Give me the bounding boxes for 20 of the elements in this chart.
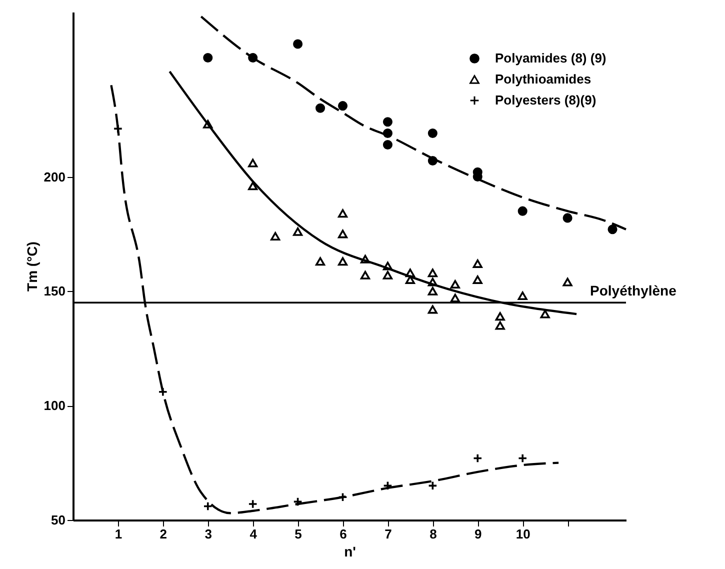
x-tick-label: 1 (114, 526, 122, 542)
y-axis-title: Tm (°C) (24, 242, 40, 292)
x-tick-label: 10 (516, 526, 530, 542)
x-axis-title: n' (344, 544, 356, 560)
y-tick-label: 150 (44, 284, 66, 299)
y-tick-label: 100 (44, 398, 66, 414)
x-tick-label: 6 (340, 526, 347, 542)
y-tick-label: 200 (44, 169, 66, 184)
x-tick-label: 8 (430, 526, 437, 542)
legend-label: Polyamides (8) (9) (495, 50, 606, 66)
ref-line-label: Polyéthylène (590, 282, 677, 299)
legend-label: Polyesters (8)(9) (495, 92, 596, 108)
y-tick-label: 50 (51, 512, 66, 528)
x-tick-label: 7 (384, 526, 392, 542)
legend-label: Polythioamides (495, 72, 592, 86)
x-tick-label: 2 (160, 526, 168, 542)
x-tick-label: 5 (294, 526, 302, 542)
x-tick-label: 4 (250, 526, 258, 542)
x-tick-label: 9 (474, 526, 482, 542)
x-tick-label: 3 (204, 526, 212, 542)
